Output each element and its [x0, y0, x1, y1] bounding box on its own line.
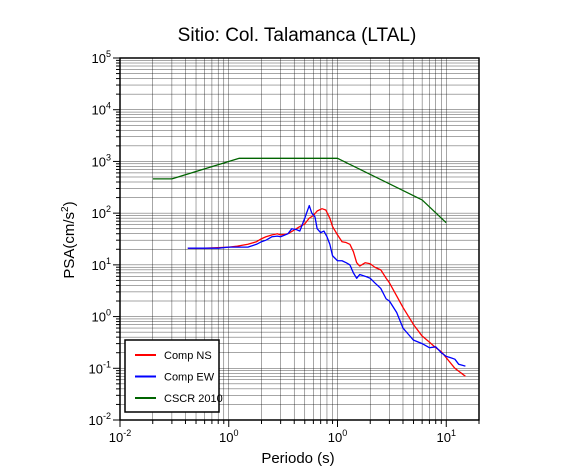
y-tick-label: 10-2 — [89, 411, 111, 428]
y-tick-label: 100 — [92, 308, 111, 325]
y-tick-label: 105 — [92, 49, 111, 66]
x-tick-label: 100 — [219, 428, 238, 445]
y-axis-label: PSA(cm/s2) — [60, 201, 78, 278]
y-tick-label: 101 — [92, 256, 111, 273]
series-line-3 — [152, 157, 447, 224]
y-tick-label: 104 — [92, 101, 111, 118]
axis-ticks — [113, 57, 480, 427]
y-tick-label: 103 — [92, 152, 111, 169]
y-tick-label: 10-1 — [89, 359, 111, 376]
series-line-2 — [187, 204, 466, 367]
y-tick-label: 102 — [92, 204, 111, 221]
x-axis-label: Periodo (s) — [261, 450, 334, 467]
series-lines — [152, 157, 466, 377]
legend-label: Comp NS — [164, 350, 212, 362]
legend-label: CSCR 2010 — [164, 393, 223, 405]
legend-label: Comp EW — [164, 372, 215, 384]
legend: Comp NS Comp EW CSCR 2010 — [124, 339, 223, 413]
x-tick-label: 101 — [437, 428, 456, 445]
x-tick-label: 100 — [328, 428, 347, 445]
chart-title: Sitio: Col. Talamanca (LTAL) — [178, 25, 417, 46]
plot-frame — [119, 57, 480, 421]
x-tick-label: 10-2 — [109, 428, 131, 445]
tick-labels: 10-2 100 100 101 10-2 10-1 100 101 102 103 104 105 — [89, 49, 456, 445]
grid — [119, 57, 480, 421]
series-line-1 — [187, 208, 466, 377]
